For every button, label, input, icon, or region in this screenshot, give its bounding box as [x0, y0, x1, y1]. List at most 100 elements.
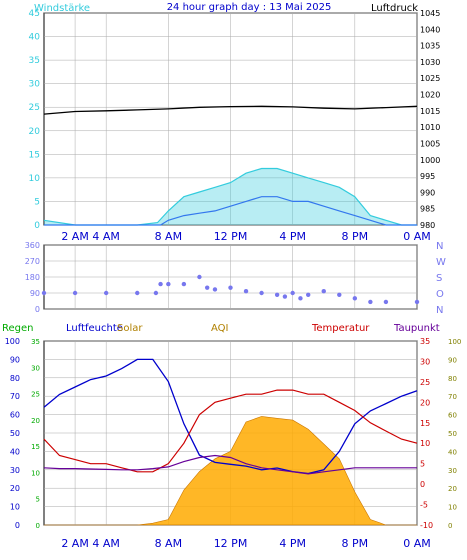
- wind-header-label: Windstärke: [34, 3, 90, 14]
- compass-label: S: [436, 273, 442, 284]
- pressure-header-label: Luftdruck: [371, 3, 418, 14]
- wind-tick-label: 45: [29, 9, 40, 19]
- direction-point: [259, 290, 264, 296]
- time-label-bottom: 4 PM: [279, 537, 306, 550]
- temperature-line: [43, 389, 418, 473]
- temp-tick-label: 30: [420, 357, 430, 366]
- temp-tick-label: 20: [420, 398, 430, 407]
- direction-panel-grid: [44, 244, 418, 310]
- direction-point: [306, 292, 311, 297]
- pressure-tick-label: 1020: [420, 91, 440, 100]
- aqi-tick-label: 80: [448, 375, 457, 383]
- direction-tick-label: 270: [25, 257, 40, 266]
- direction-tick-label: 0: [35, 305, 40, 314]
- rain-tick-label: 70: [10, 392, 20, 401]
- pressure-tick-label: 1040: [420, 25, 440, 34]
- humidity-tick-label: 10: [31, 469, 40, 477]
- wind-tick-label: 0: [34, 221, 40, 231]
- humidity-tick-label: 15: [31, 443, 40, 451]
- humidity-tick-label: 0: [36, 522, 40, 530]
- direction-point: [212, 287, 218, 292]
- time-label-bottom: 8 PM: [342, 537, 369, 550]
- direction-point: [181, 281, 187, 287]
- pressure-line: [43, 105, 418, 115]
- direction-point: [298, 296, 303, 301]
- wind-tick-label: 20: [29, 127, 41, 137]
- direction-point: [337, 292, 342, 297]
- chart-marks: [41, 105, 420, 526]
- pressure-tick-label: 1000: [420, 156, 440, 165]
- direction-point: [383, 299, 389, 305]
- legend-humidity: Luftfeuchte: [66, 323, 123, 334]
- direction-point: [72, 290, 78, 296]
- aqi-tick-label: 20: [448, 485, 457, 493]
- aqi-tick-label: 40: [448, 448, 457, 456]
- humidity-tick-label: 5: [36, 496, 40, 504]
- direction-point: [352, 296, 358, 301]
- direction-point: [243, 289, 249, 294]
- direction-point: [204, 285, 210, 290]
- wind-panel-grid: [44, 12, 418, 226]
- aqi-tick-label: 0: [448, 522, 452, 530]
- wind-tick-label: 40: [29, 33, 41, 43]
- direction-point: [368, 299, 373, 305]
- wind-tick-label: 15: [29, 150, 40, 160]
- direction-point: [274, 292, 280, 297]
- temp-tick-label: -10: [420, 521, 433, 530]
- wind-tick-label: 30: [29, 80, 41, 90]
- humidity-line: [43, 358, 418, 475]
- pressure-tick-label: 985: [420, 205, 435, 214]
- compass-label: N: [436, 305, 443, 316]
- time-label-top: 2 AM: [61, 230, 89, 243]
- pressure-tick-label: 1025: [420, 74, 440, 83]
- humidity-tick-label: 25: [31, 391, 40, 399]
- pressure-tick-label: 1030: [420, 58, 440, 67]
- wind-avg-line: [44, 196, 417, 226]
- direction-point: [166, 281, 171, 287]
- time-label-top: 12 PM: [214, 230, 248, 243]
- wind-tick-label: 25: [29, 103, 40, 113]
- direction-point: [103, 290, 109, 296]
- temp-tick-label: 35: [420, 337, 430, 346]
- legend-aqi: AQI: [211, 323, 229, 334]
- rain-tick-label: 90: [10, 355, 20, 364]
- solar-area: [44, 416, 417, 526]
- rain-tick-label: 80: [10, 374, 20, 383]
- temp-panel-grid: [44, 340, 418, 526]
- pressure-tick-label: 1015: [420, 107, 440, 116]
- rain-tick-label: 0: [15, 521, 20, 530]
- legend-dewpoint: Taupunkt: [393, 323, 440, 334]
- direction-point: [282, 294, 288, 299]
- direction-point: [290, 290, 295, 296]
- time-label-bottom: 8 AM: [155, 537, 183, 550]
- legend-rain: Regen: [2, 323, 34, 334]
- rain-tick-label: 100: [5, 337, 20, 346]
- aqi-tick-label: 60: [448, 412, 457, 420]
- temp-tick-label: 10: [420, 439, 430, 448]
- wind-tick-label: 10: [29, 174, 41, 184]
- pressure-tick-label: 1010: [420, 123, 440, 132]
- pressure-tick-label: 1035: [420, 42, 440, 51]
- temp-tick-label: 5: [420, 460, 425, 469]
- direction-tick-label: 180: [25, 273, 40, 282]
- rain-tick-label: 10: [10, 503, 20, 512]
- direction-tick-label: 360: [25, 241, 40, 250]
- pressure-tick-label: 1045: [420, 9, 440, 18]
- aqi-tick-label: 50: [448, 430, 457, 438]
- temp-tick-label: 15: [420, 419, 430, 428]
- pressure-tick-label: 990: [420, 188, 435, 197]
- rain-tick-label: 30: [10, 466, 20, 475]
- time-label-bottom: 0 AM: [403, 537, 431, 550]
- aqi-tick-label: 10: [448, 504, 457, 512]
- compass-label: N: [436, 241, 443, 252]
- temp-tick-label: 25: [420, 378, 430, 387]
- aqi-tick-label: 100: [448, 338, 461, 346]
- time-label-top: 4 AM: [92, 230, 120, 243]
- aqi-tick-label: 70: [448, 393, 457, 401]
- wind-speed-line: [43, 167, 417, 226]
- direction-point: [158, 281, 163, 287]
- direction-point: [414, 299, 420, 305]
- aqi-tick-label: 30: [448, 467, 457, 475]
- direction-point: [135, 290, 140, 296]
